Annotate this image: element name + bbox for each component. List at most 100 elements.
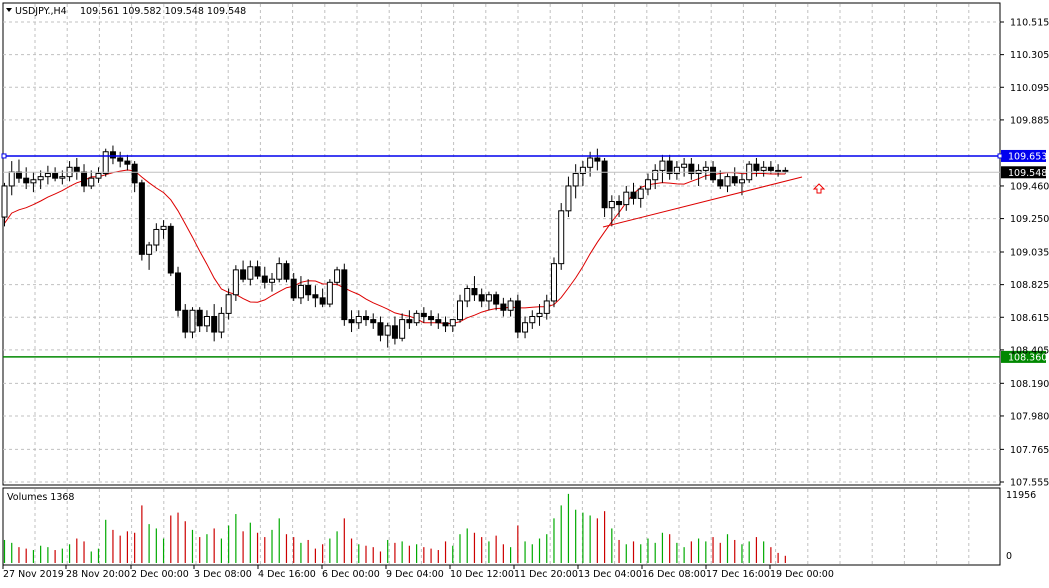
candle-body <box>413 312 420 324</box>
candle-body <box>261 275 268 283</box>
time-tick-label: 10 Dec 12:00 <box>450 569 514 580</box>
candle-body <box>659 160 666 171</box>
candle-body <box>334 269 341 283</box>
candle-body <box>153 228 160 246</box>
price-tick-label: 107.765 <box>1010 445 1049 456</box>
price-tick-label: 108.405 <box>1010 345 1049 356</box>
candle-body <box>290 278 297 299</box>
time-tick-label: 13 Dec 04:00 <box>578 569 642 580</box>
candles <box>1 145 789 348</box>
bid-price-label: 109.548 <box>1008 168 1047 179</box>
candle-body <box>167 225 174 274</box>
symbol-dropdown-icon[interactable] <box>6 8 12 12</box>
candle-body <box>37 176 44 181</box>
volume-indicator-label: Volumes 1368 <box>7 492 74 503</box>
candle-body <box>529 315 536 324</box>
time-axis: 27 Nov 2019 28 Nov 20:00 2 Dec 00:00 3 Dec … <box>2 565 834 580</box>
time-tick-label: 3 Dec 08:00 <box>194 569 252 580</box>
resistance-price-label: 109.653 <box>1008 151 1047 162</box>
price-tick-label: 110.305 <box>1010 50 1049 61</box>
time-tick-label: 11 Dec 20:00 <box>514 569 578 580</box>
price-panel-frame <box>2 2 1001 486</box>
price-tick-label: 107.980 <box>1010 411 1049 422</box>
candle-body <box>601 160 608 209</box>
candle-body <box>95 173 102 179</box>
candle-body <box>326 281 333 305</box>
candle-body <box>23 177 30 184</box>
candle-body <box>449 319 456 327</box>
candle-body <box>493 294 500 305</box>
candle-body <box>160 225 167 230</box>
candle-body <box>406 319 413 324</box>
price-tick-label: 110.515 <box>1010 18 1049 29</box>
candle-body <box>297 284 304 299</box>
price-tick-label: 107.555 <box>1010 478 1049 489</box>
up-arrow-icon[interactable] <box>812 183 826 194</box>
price-axis: 110.515 110.305 110.095 109.885 109.460 109.2… <box>1000 18 1049 489</box>
time-tick-label: 4 Dec 16:00 <box>258 569 316 580</box>
candle-body <box>731 176 738 184</box>
candle-body <box>420 312 427 317</box>
candle-body <box>81 171 88 187</box>
candle-body <box>73 166 80 173</box>
candle-body <box>550 263 557 302</box>
candle-body <box>15 171 22 179</box>
time-tick-label: 17 Dec 16:00 <box>706 569 770 580</box>
time-tick-label: 19 Dec 00:00 <box>770 569 834 580</box>
candle-body <box>232 269 239 296</box>
candle-body <box>644 179 651 190</box>
candle-body <box>710 166 717 181</box>
ohlc-readout: 109.561 109.582 109.548 109.548 <box>80 6 246 17</box>
volume-panel-frame <box>2 487 1001 566</box>
candle-body <box>702 166 709 171</box>
horizontal-lines[interactable]: 109.548 109.653 108.360 <box>1 149 1047 363</box>
candle-body <box>8 171 15 187</box>
price-tick-label: 109.460 <box>1010 181 1049 192</box>
symbol-label: USDJPY.,H4 <box>15 6 67 17</box>
candle-body <box>138 182 145 255</box>
candle-body <box>218 312 225 333</box>
resistance-price-badge <box>1001 149 1046 162</box>
candle-body <box>88 177 95 187</box>
candle-body <box>724 176 731 187</box>
candle-body <box>1 185 8 218</box>
candle-body <box>428 315 435 321</box>
price-tick-label: 109.250 <box>1010 214 1049 225</box>
candle-body <box>673 166 680 175</box>
candle-body <box>782 169 789 173</box>
candle-body <box>485 294 492 302</box>
candle-body <box>637 188 644 199</box>
candle-body <box>44 173 51 178</box>
candle-body <box>131 163 138 184</box>
candle-body <box>102 151 109 175</box>
volume-max-label: 11956 <box>1006 490 1036 501</box>
candle-body <box>681 163 688 168</box>
candle-body <box>305 284 312 296</box>
candle-body <box>775 169 782 173</box>
candle-body <box>225 294 232 314</box>
price-tick-label: 110.095 <box>1010 83 1049 94</box>
candle-body <box>341 269 348 321</box>
time-tick-label: 2 Dec 00:00 <box>131 569 189 580</box>
price-tick-label: 109.885 <box>1010 115 1049 126</box>
candle-body <box>688 163 695 175</box>
candle-body <box>507 300 514 311</box>
trendline[interactable] <box>602 176 803 228</box>
candle-body <box>442 322 449 327</box>
candle-body <box>760 166 767 171</box>
candle-body <box>211 315 218 333</box>
candle-body <box>572 173 579 187</box>
candle-body <box>312 294 319 299</box>
candle-body <box>59 176 66 179</box>
time-tick-label: 27 Nov 2019 <box>3 569 64 580</box>
resistance-handle <box>997 153 1003 159</box>
support-price-label: 108.360 <box>1008 352 1047 363</box>
candle-body <box>377 322 384 336</box>
candle-body <box>189 309 196 333</box>
candle-body <box>182 309 189 333</box>
candle-body <box>348 319 355 324</box>
candle-body <box>269 278 276 283</box>
candle-body <box>52 173 59 179</box>
